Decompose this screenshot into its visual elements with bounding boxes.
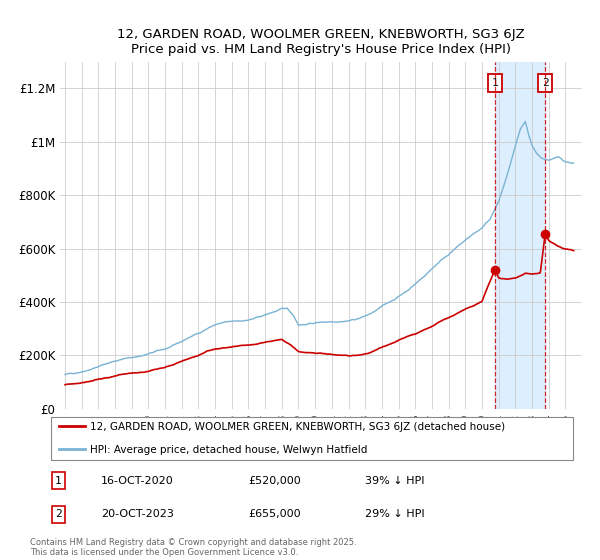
Bar: [495, 62, 545, 409]
Text: 1: 1: [492, 78, 499, 88]
Text: 2: 2: [542, 78, 548, 88]
Text: £655,000: £655,000: [248, 509, 301, 519]
Text: £520,000: £520,000: [248, 476, 301, 486]
Text: 16-OCT-2020: 16-OCT-2020: [101, 476, 173, 486]
FancyBboxPatch shape: [50, 417, 574, 460]
Text: Contains HM Land Registry data © Crown copyright and database right 2025.
This d: Contains HM Land Registry data © Crown c…: [30, 538, 356, 557]
Text: HPI: Average price, detached house, Welwyn Hatfield: HPI: Average price, detached house, Welw…: [90, 445, 368, 455]
Text: 1: 1: [55, 476, 62, 486]
Text: 29% ↓ HPI: 29% ↓ HPI: [365, 509, 424, 519]
Text: 20-OCT-2023: 20-OCT-2023: [101, 509, 173, 519]
Text: 39% ↓ HPI: 39% ↓ HPI: [365, 476, 424, 486]
Title: 12, GARDEN ROAD, WOOLMER GREEN, KNEBWORTH, SG3 6JZ
Price paid vs. HM Land Regist: 12, GARDEN ROAD, WOOLMER GREEN, KNEBWORT…: [117, 28, 525, 56]
Text: 12, GARDEN ROAD, WOOLMER GREEN, KNEBWORTH, SG3 6JZ (detached house): 12, GARDEN ROAD, WOOLMER GREEN, KNEBWORT…: [90, 422, 505, 432]
Text: 2: 2: [55, 509, 62, 519]
